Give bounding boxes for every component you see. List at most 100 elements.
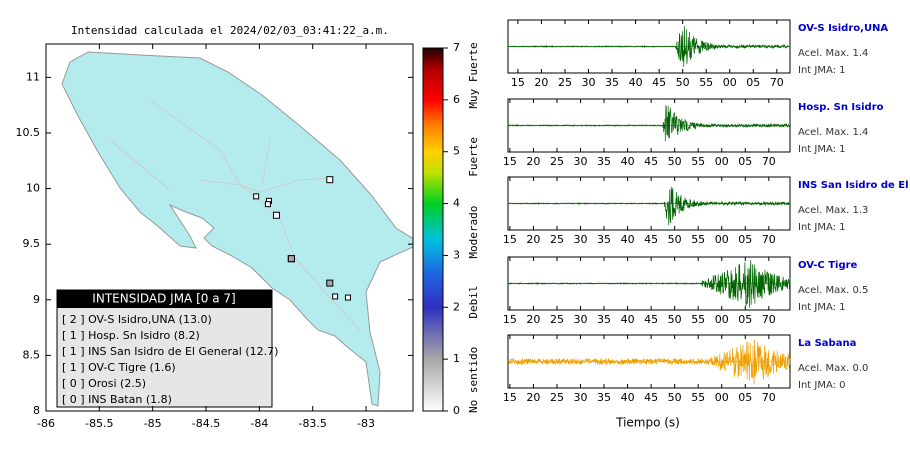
int-jma: Int JMA: 1	[798, 222, 846, 233]
x-tick-label: 30	[574, 233, 588, 246]
x-tick-label: 00	[715, 155, 729, 168]
x-tick-label: -86	[37, 417, 55, 430]
colorbar	[422, 47, 444, 412]
x-tick-label: 30	[582, 76, 596, 89]
x-tick-label: 55	[691, 233, 705, 246]
y-tick-label: 9	[33, 293, 40, 306]
colorbar-tick-label: 4	[453, 197, 460, 210]
x-tick-label: -85	[144, 417, 162, 430]
x-tick-label: 45	[644, 233, 658, 246]
station	[332, 293, 339, 300]
x-tick-label: 20	[526, 313, 540, 326]
station	[264, 201, 271, 208]
x-tick-label: 15	[511, 76, 525, 89]
x-tick-label: 70	[762, 391, 776, 404]
x-tick-label: 20	[526, 233, 540, 246]
waveform	[507, 339, 791, 385]
station-name: INS San Isidro de El Ge	[798, 180, 910, 191]
x-tick-label: 35	[597, 233, 611, 246]
map-border	[45, 43, 414, 412]
legend: INTENSIDAD JMA [0 a 7] [ 2 ] OV-S Isidro…	[56, 289, 278, 408]
y-tick-label: 8.5	[23, 348, 41, 361]
x-tick-label: 40	[621, 155, 635, 168]
x-tick-label: 35	[597, 391, 611, 404]
colorbar-tick-label: 0	[453, 404, 460, 417]
x-tick-label: 40	[621, 391, 635, 404]
x-tick-label: -83.5	[298, 417, 326, 430]
x-tick-label: 00	[715, 233, 729, 246]
x-tick-label: 05	[738, 391, 752, 404]
station	[326, 279, 334, 287]
x-tick-label: -85.5	[85, 417, 113, 430]
y-tick-label: 9.5	[23, 237, 41, 250]
x-tick-label: 70	[770, 76, 784, 89]
x-tick-label: 50	[676, 76, 690, 89]
x-tick-label: 15	[503, 313, 517, 326]
x-tick-label: 50	[668, 233, 682, 246]
map-title: Intensidad calculada el 2024/02/03_03:41…	[71, 24, 389, 37]
y-tick-label: 10	[26, 182, 40, 195]
x-tick-label: 00	[715, 391, 729, 404]
x-tick-label: 50	[668, 391, 682, 404]
x-tick-label: 35	[605, 76, 619, 89]
legend-item: [ 0 ] INS Batan (1.8)	[62, 393, 172, 406]
x-tick-label: 40	[629, 76, 643, 89]
x-tick-label: 45	[644, 313, 658, 326]
station	[253, 193, 260, 200]
colorbar-tick-label: 1	[453, 352, 460, 365]
station-name: Hosp. Sn Isidro	[798, 102, 884, 113]
int-jma: Int JMA: 1	[798, 144, 846, 155]
x-tick-label: -84.5	[192, 417, 220, 430]
x-tick-label: 70	[762, 155, 776, 168]
colorbar-tick-label: 3	[453, 248, 460, 261]
x-tick-label: -83	[357, 417, 375, 430]
map-land	[61, 51, 413, 407]
x-tick-label: 00	[723, 76, 737, 89]
x-tick-label: -84	[250, 417, 268, 430]
y-tick-label: 10.5	[16, 126, 41, 139]
station-name: OV-C Tigre	[798, 260, 858, 271]
x-tick-label: 25	[550, 233, 564, 246]
x-tick-label: 20	[526, 155, 540, 168]
x-tick-label: 15	[503, 391, 517, 404]
x-tick-label: 35	[597, 155, 611, 168]
int-jma: Int JMA: 1	[798, 65, 846, 76]
waveform	[507, 186, 791, 226]
x-tick-label: 70	[762, 313, 776, 326]
x-tick-label: 70	[762, 233, 776, 246]
x-tick-label: 50	[668, 155, 682, 168]
x-tick-label: 05	[738, 155, 752, 168]
station-name: OV-S Isidro,UNA	[798, 23, 888, 34]
x-tick-label: 15	[503, 233, 517, 246]
x-tick-label: 05	[746, 76, 760, 89]
colorbar-class: Muy Fuerte	[467, 42, 480, 108]
colorbar-class: Debil	[467, 286, 480, 319]
legend-item: [ 2 ] OV-S Isidro,UNA (13.0)	[62, 313, 212, 326]
colorbar-tick-label: 7	[453, 41, 460, 54]
x-tick-label: 20	[534, 76, 548, 89]
acel-max: Acel. Max. 1.4	[798, 48, 868, 59]
x-tick-label: 40	[621, 233, 635, 246]
station	[287, 255, 295, 263]
int-jma: Int JMA: 1	[798, 302, 846, 313]
x-tick-label: 25	[550, 313, 564, 326]
int-jma: Int JMA: 0	[798, 380, 846, 391]
legend-item: [ 0 ] Orosi (2.5)	[62, 377, 146, 390]
x-tick-label: 35	[597, 313, 611, 326]
x-tick-label: 55	[691, 313, 705, 326]
x-tick-label: 45	[652, 76, 666, 89]
x-tick-label: 00	[715, 313, 729, 326]
legend-item: [ 1 ] INS San Isidro de El General (12.7…	[62, 345, 278, 358]
colorbar-tick-label: 2	[453, 300, 460, 313]
legend-title: INTENSIDAD JMA [0 a 7]	[92, 292, 235, 306]
x-axis-label: Tiempo (s)	[615, 416, 680, 430]
legend-item: [ 1 ] OV-C Tigre (1.6)	[62, 361, 176, 374]
colorbar-class: Moderado	[467, 206, 480, 259]
colorbar-class: No sentido	[467, 347, 480, 413]
x-tick-label: 55	[691, 155, 705, 168]
station-name: La Sabana	[798, 338, 856, 349]
acel-max: Acel. Max. 0.5	[798, 285, 868, 296]
x-tick-label: 25	[550, 155, 564, 168]
x-tick-label: 05	[738, 233, 752, 246]
x-tick-label: 30	[574, 155, 588, 168]
